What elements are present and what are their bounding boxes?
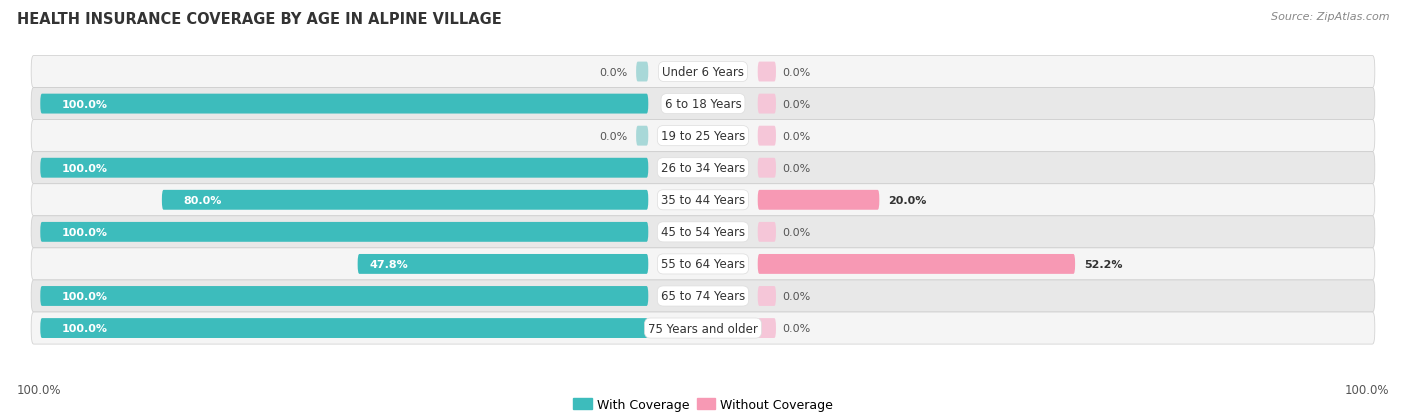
Text: 100.0%: 100.0% (17, 384, 62, 396)
Legend: With Coverage, Without Coverage: With Coverage, Without Coverage (568, 393, 838, 413)
FancyBboxPatch shape (41, 159, 648, 178)
FancyBboxPatch shape (758, 95, 776, 114)
FancyBboxPatch shape (31, 280, 1375, 312)
FancyBboxPatch shape (636, 62, 648, 82)
FancyBboxPatch shape (41, 318, 648, 338)
FancyBboxPatch shape (31, 216, 1375, 248)
FancyBboxPatch shape (162, 190, 648, 210)
FancyBboxPatch shape (31, 184, 1375, 216)
Text: 19 to 25 Years: 19 to 25 Years (661, 130, 745, 143)
FancyBboxPatch shape (31, 88, 1375, 120)
Text: 75 Years and older: 75 Years and older (648, 322, 758, 335)
Text: 100.0%: 100.0% (1344, 384, 1389, 396)
FancyBboxPatch shape (31, 312, 1375, 344)
Text: 100.0%: 100.0% (62, 323, 108, 333)
Text: 100.0%: 100.0% (62, 291, 108, 301)
Text: 0.0%: 0.0% (782, 227, 810, 237)
Text: 47.8%: 47.8% (370, 259, 409, 269)
FancyBboxPatch shape (758, 318, 776, 338)
Text: 0.0%: 0.0% (782, 291, 810, 301)
FancyBboxPatch shape (758, 254, 1076, 274)
Text: 20.0%: 20.0% (889, 195, 927, 205)
FancyBboxPatch shape (41, 286, 648, 306)
Text: 100.0%: 100.0% (62, 100, 108, 109)
FancyBboxPatch shape (758, 126, 776, 146)
Text: 80.0%: 80.0% (183, 195, 222, 205)
Text: 6 to 18 Years: 6 to 18 Years (665, 98, 741, 111)
Text: 55 to 64 Years: 55 to 64 Years (661, 258, 745, 271)
Text: 0.0%: 0.0% (782, 100, 810, 109)
Text: 100.0%: 100.0% (62, 163, 108, 173)
Text: HEALTH INSURANCE COVERAGE BY AGE IN ALPINE VILLAGE: HEALTH INSURANCE COVERAGE BY AGE IN ALPI… (17, 12, 502, 27)
Text: 100.0%: 100.0% (62, 227, 108, 237)
Text: 0.0%: 0.0% (599, 131, 627, 141)
FancyBboxPatch shape (758, 62, 776, 82)
FancyBboxPatch shape (636, 126, 648, 146)
FancyBboxPatch shape (758, 286, 776, 306)
FancyBboxPatch shape (31, 248, 1375, 280)
Text: 0.0%: 0.0% (782, 163, 810, 173)
FancyBboxPatch shape (357, 254, 648, 274)
FancyBboxPatch shape (31, 152, 1375, 184)
Text: 45 to 54 Years: 45 to 54 Years (661, 226, 745, 239)
Text: 0.0%: 0.0% (782, 323, 810, 333)
Text: 52.2%: 52.2% (1084, 259, 1123, 269)
FancyBboxPatch shape (31, 56, 1375, 88)
Text: 65 to 74 Years: 65 to 74 Years (661, 290, 745, 303)
FancyBboxPatch shape (41, 222, 648, 242)
Text: 35 to 44 Years: 35 to 44 Years (661, 194, 745, 207)
FancyBboxPatch shape (758, 159, 776, 178)
FancyBboxPatch shape (758, 190, 879, 210)
Text: Under 6 Years: Under 6 Years (662, 66, 744, 79)
Text: 0.0%: 0.0% (782, 131, 810, 141)
FancyBboxPatch shape (758, 222, 776, 242)
FancyBboxPatch shape (31, 120, 1375, 152)
Text: 0.0%: 0.0% (599, 67, 627, 77)
Text: 26 to 34 Years: 26 to 34 Years (661, 162, 745, 175)
FancyBboxPatch shape (41, 95, 648, 114)
Text: 0.0%: 0.0% (782, 67, 810, 77)
Text: Source: ZipAtlas.com: Source: ZipAtlas.com (1271, 12, 1389, 22)
